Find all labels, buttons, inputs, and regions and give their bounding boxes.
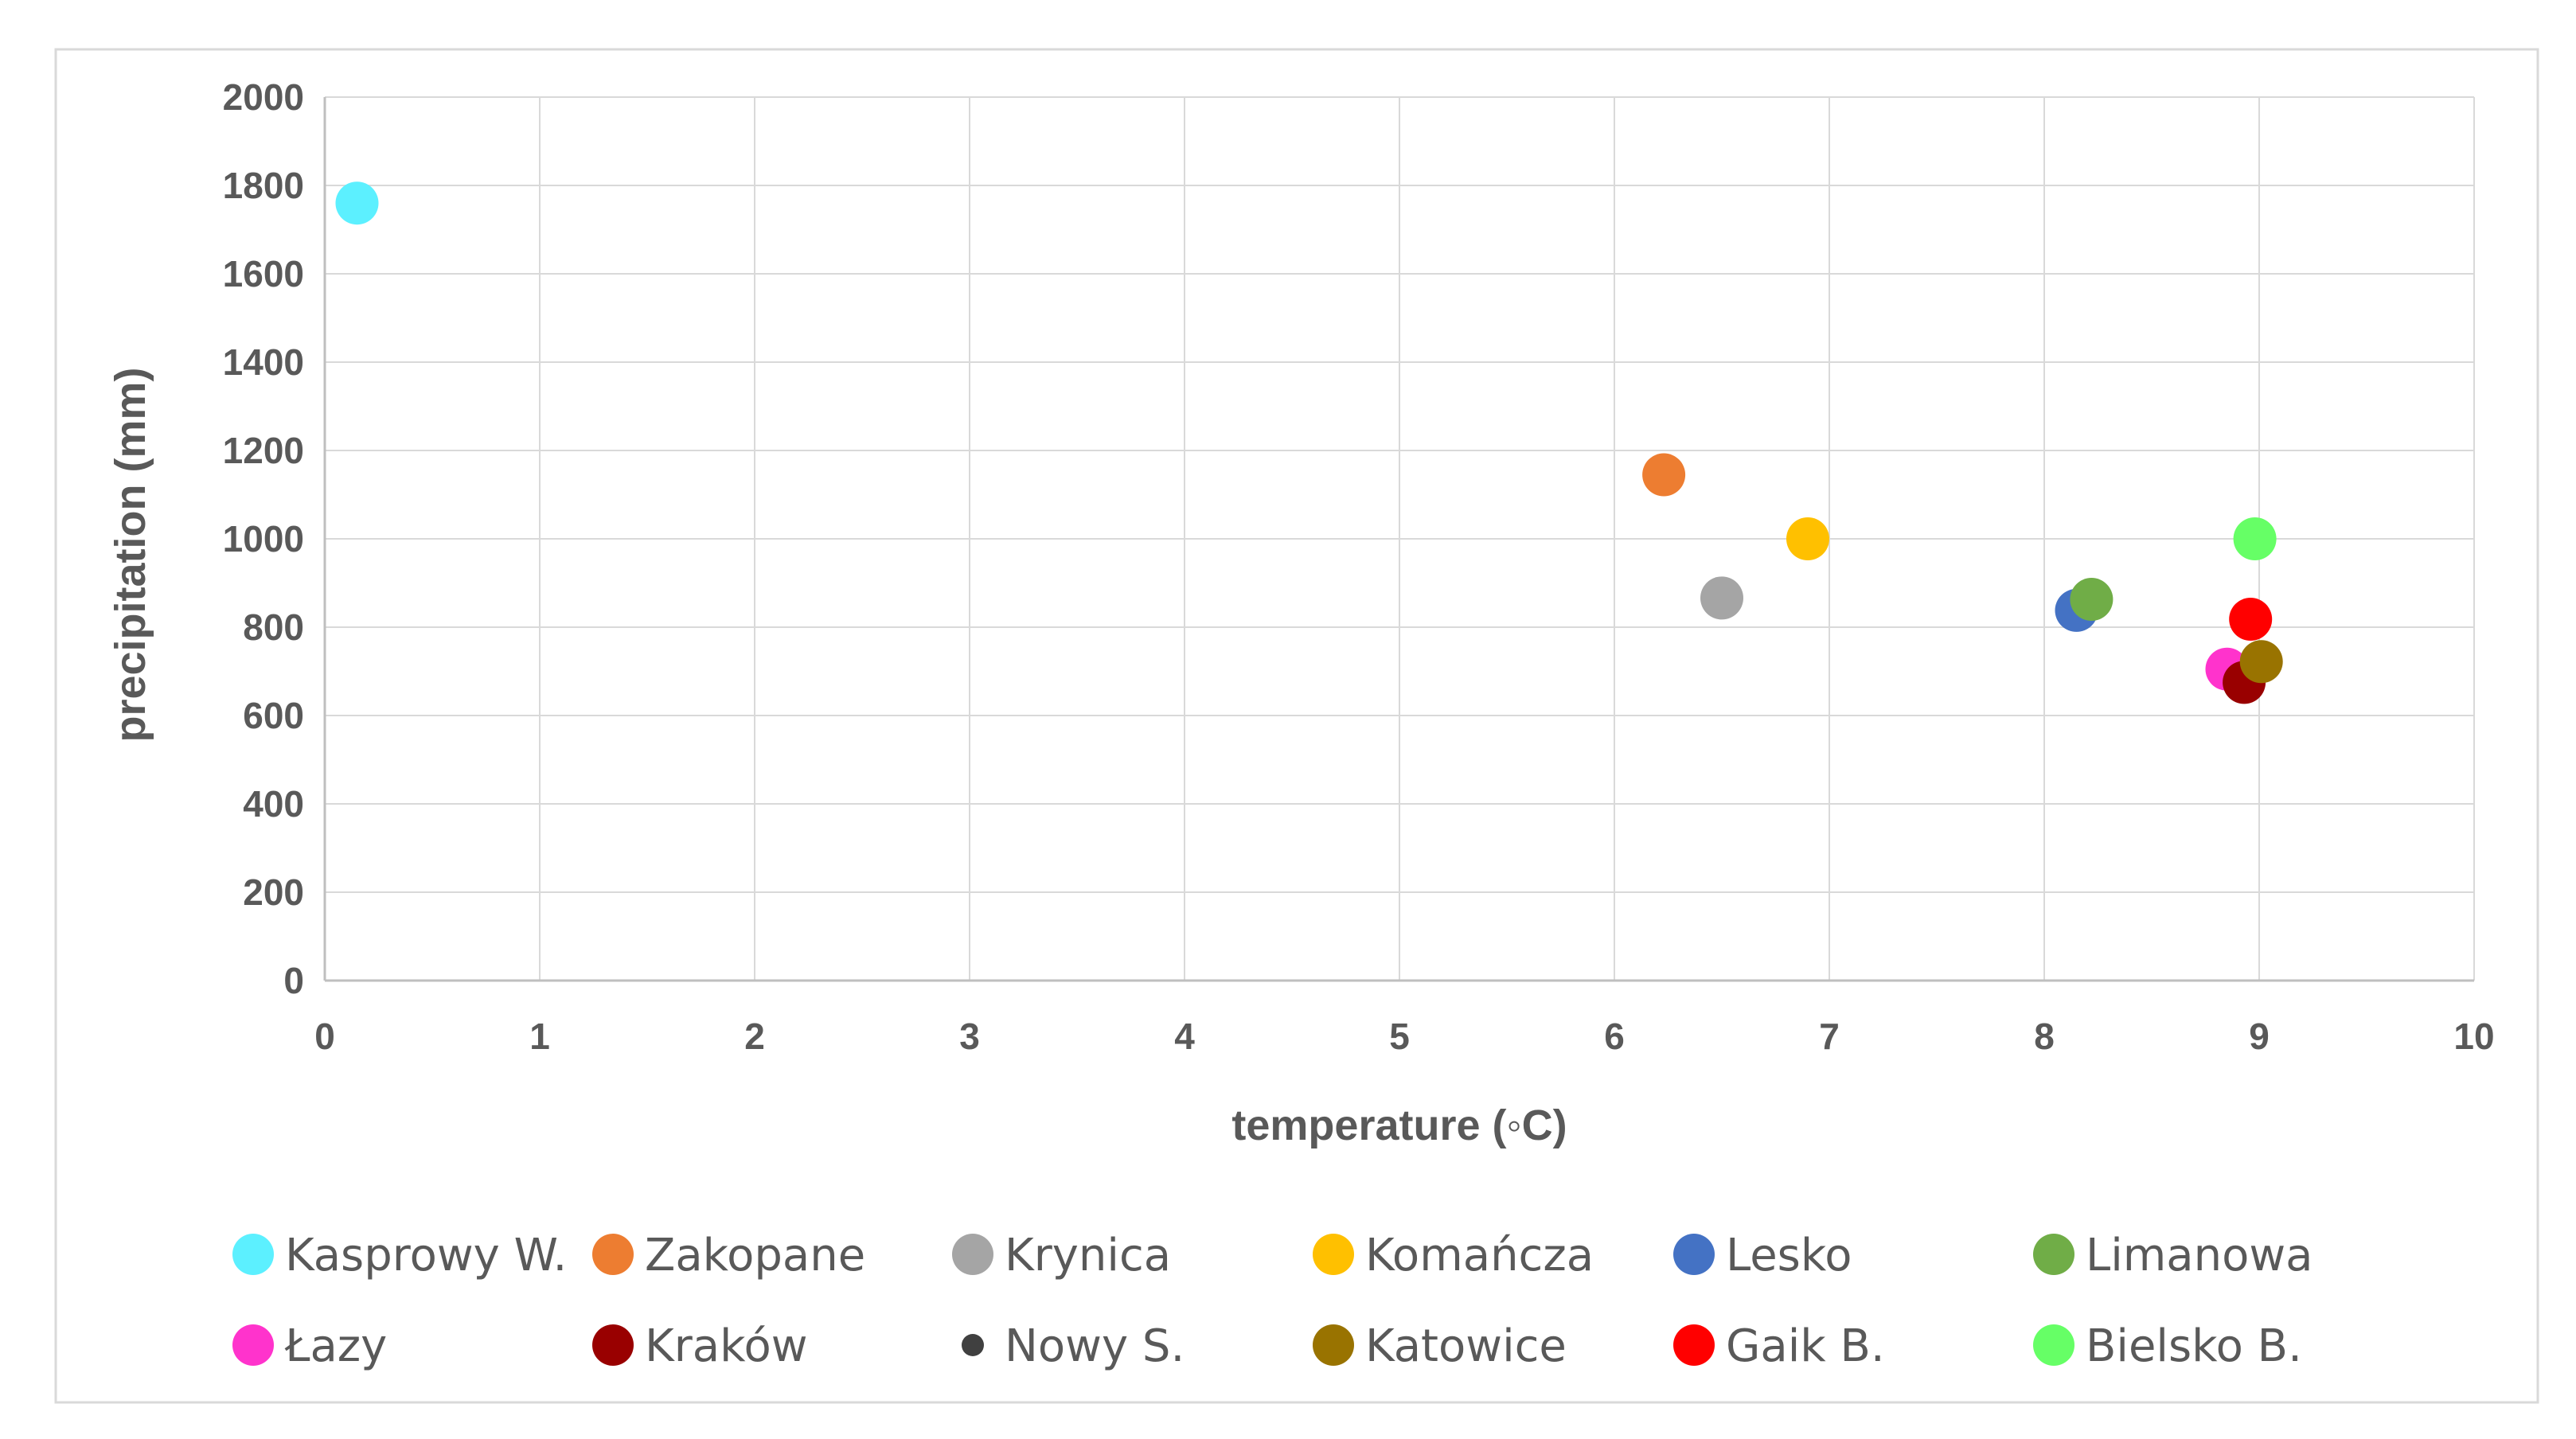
- legend-marker: [232, 1324, 274, 1366]
- legend-label: Limanowa: [2086, 1230, 2313, 1281]
- legend-marker: [232, 1234, 274, 1275]
- point-bielsko-b: [2233, 517, 2277, 560]
- y-tick-label: 1000: [223, 518, 304, 560]
- x-tick-label: 8: [2034, 1016, 2055, 1057]
- y-tick-label: 1200: [223, 430, 304, 471]
- legend-label: Bielsko B.: [2086, 1320, 2302, 1372]
- legend-label: Gaik B.: [1726, 1320, 1885, 1372]
- x-tick-label: 3: [959, 1016, 980, 1057]
- legend-marker: [1313, 1234, 1354, 1275]
- y-tick-label: 0: [283, 960, 304, 1001]
- legend-marker: [1673, 1324, 1715, 1366]
- legend-label: Komańcza: [1365, 1230, 1594, 1281]
- grid-lines: [325, 96, 2475, 981]
- legend-marker: [962, 1334, 984, 1356]
- legend-marker: [592, 1234, 634, 1275]
- point-komańcza: [1786, 517, 1829, 560]
- legend-label: Kasprowy W.: [285, 1230, 567, 1281]
- x-tick-label: 5: [1389, 1016, 1410, 1057]
- x-axis-title: temperature (◦C): [1231, 1102, 1567, 1149]
- legend-marker: [1313, 1324, 1354, 1366]
- x-tick-label: 4: [1174, 1016, 1195, 1057]
- y-tick-label: 1800: [223, 165, 304, 206]
- y-tick-label: 600: [243, 695, 304, 736]
- point-zakopane: [1642, 453, 1686, 497]
- legend-marker: [592, 1324, 634, 1366]
- outer-border: [54, 48, 2539, 1404]
- legend-label: Katowice: [1365, 1320, 1567, 1372]
- legend-marker: [952, 1234, 993, 1275]
- legend-marker: [2033, 1234, 2074, 1275]
- legend-label: Krynica: [1005, 1230, 1171, 1281]
- legend-label: Nowy S.: [1005, 1320, 1185, 1372]
- x-tick-label: 7: [1819, 1016, 1840, 1057]
- x-tick-label: 6: [1604, 1016, 1625, 1057]
- x-tick-label: 10: [2453, 1016, 2494, 1057]
- legend-marker: [1673, 1234, 1715, 1275]
- y-tick-label: 200: [243, 872, 304, 913]
- point-gaik-b: [2229, 598, 2273, 642]
- data-points: [335, 181, 2283, 704]
- legend: Kasprowy W. Zakopane Krynica Komańcza Lesko L…: [232, 1230, 2313, 1372]
- axes: [323, 97, 2474, 982]
- legend-label: Kraków: [645, 1320, 808, 1372]
- y-tick-label: 1600: [223, 253, 304, 294]
- legend-label: Łazy: [284, 1320, 387, 1372]
- point-krynica: [1700, 576, 1743, 620]
- legend-marker: [2033, 1324, 2074, 1366]
- x-tick-label: 2: [744, 1016, 765, 1057]
- x-tick-label: 0: [314, 1016, 335, 1057]
- y-tick-label: 400: [243, 783, 304, 825]
- y-tick-label: 800: [243, 606, 304, 648]
- point-kasprowy-w: [335, 181, 379, 225]
- legend-label: Zakopane: [645, 1230, 865, 1281]
- x-tick-label: 9: [2249, 1016, 2270, 1057]
- y-axis-title: precipitation (mm): [107, 367, 154, 742]
- y-tick-label: 1400: [223, 341, 304, 383]
- point-limanowa: [2070, 578, 2113, 622]
- point-katowice: [2239, 640, 2283, 684]
- y-tick-label: 2000: [223, 76, 304, 118]
- tick-labels: 0 200 400 600 800 1000 1200 1400 1600 1800 2000 0 1 2…: [223, 76, 2495, 1057]
- x-tick-label: 1: [529, 1016, 550, 1057]
- legend-label: Lesko: [1726, 1230, 1852, 1281]
